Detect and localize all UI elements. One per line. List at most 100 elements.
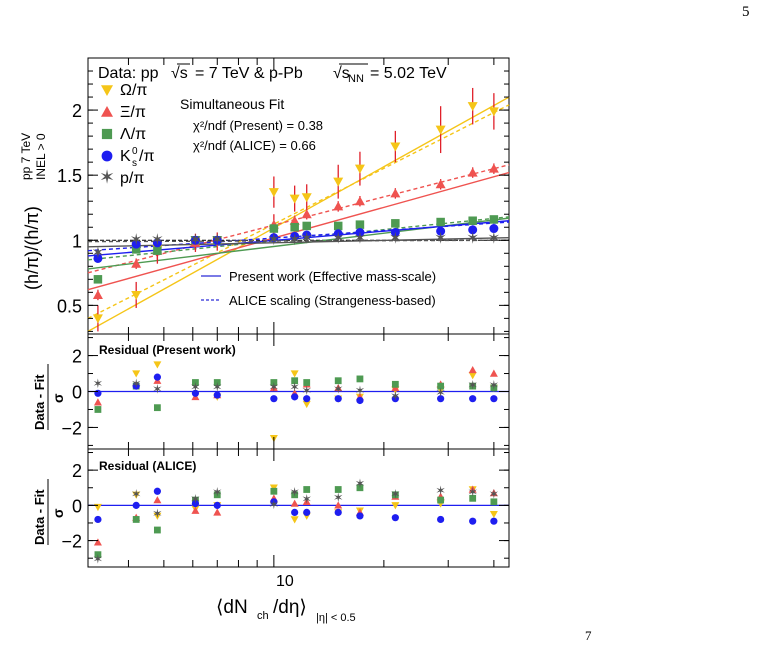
legend-marker: [101, 85, 113, 96]
residual-point: [302, 497, 311, 506]
residual-point: [469, 494, 477, 502]
legend-label: Ω/π: [120, 82, 147, 99]
legend-label-sup: 0: [132, 146, 138, 157]
header-sqrt-pp: √s: [171, 65, 188, 82]
residual-point: [191, 499, 200, 508]
data-point: [488, 163, 499, 173]
data-point: [390, 142, 401, 152]
residual-point: [490, 395, 498, 403]
residual-point: [303, 395, 311, 403]
data-point: [467, 167, 478, 177]
data-point: [333, 229, 343, 239]
data-point: [269, 233, 279, 243]
data-point: [435, 125, 446, 135]
data-point: [269, 224, 279, 233]
residual-point: [153, 361, 162, 369]
residual-point: ✶: [289, 485, 300, 500]
residual-point: [334, 486, 342, 493]
legend-present-label: Present work (Effective mass-scale): [229, 269, 436, 284]
data-point: [93, 275, 103, 284]
residual-point: ✶: [467, 378, 478, 393]
residual-point: [437, 496, 445, 504]
data-point: ✶: [487, 230, 500, 247]
residual-point: ✶: [269, 497, 280, 512]
legend-label: p/π: [120, 170, 144, 187]
page-footer-fragment: 7: [585, 628, 592, 643]
data-point: ✶: [434, 230, 447, 247]
residual-point: [153, 496, 162, 504]
y-axis-label-main: (h/π)/(h/π) pp 7 TeV INEL > 0: [19, 133, 48, 290]
residual-point: [391, 395, 399, 403]
residual-point: [334, 508, 342, 517]
y-axis-label-residual-present: Data - Fit σ: [32, 364, 66, 430]
residual-point: ✶: [333, 490, 344, 505]
data-point: [289, 194, 300, 204]
data-point: ✶: [91, 245, 104, 262]
residual-alice-title: Residual (ALICE): [99, 459, 196, 473]
header-ppb-energy: = 5.02 TeV: [370, 65, 447, 82]
residual-point: [153, 404, 161, 412]
residual-point: ✶: [355, 383, 366, 398]
residual-point: [468, 485, 477, 493]
y-tick-label: 2: [72, 461, 82, 481]
residual-point: [356, 512, 364, 520]
legend-marker: ✶: [99, 167, 115, 188]
data-point: [152, 238, 162, 248]
svg-text:⟨dN: ⟨dN: [216, 597, 248, 618]
data-point: [354, 164, 365, 174]
x-axis-label: ⟨dN ch /dη⟩ |η| < 0.5: [216, 597, 356, 624]
residual-point: [468, 365, 477, 374]
residual-point: [291, 377, 299, 385]
y-tick-label: 2: [72, 101, 82, 121]
legend-label-sub: s: [132, 158, 137, 169]
legend-label-tail: /π: [139, 148, 154, 165]
data-point: [354, 196, 365, 206]
legend-label: K: [120, 148, 131, 165]
residual-point: [391, 380, 399, 388]
data-point: [131, 239, 141, 249]
residual-point: [270, 498, 278, 506]
svg-text:σ: σ: [50, 508, 66, 518]
data-point: [333, 221, 343, 231]
residual-point: [437, 382, 445, 390]
legend-marker: [101, 106, 113, 117]
legend-marker: [101, 128, 113, 140]
residual-point: [213, 508, 222, 516]
data-point: ✶: [189, 232, 202, 249]
data-point: ✶: [288, 232, 301, 249]
legend-alice-label: ALICE scaling (Strangeness-based): [229, 293, 436, 308]
residual-point: [437, 395, 445, 403]
residual-point: ✶: [212, 485, 223, 500]
residual-point: ✶: [333, 381, 344, 396]
data-point: [92, 314, 103, 324]
data-point: [436, 226, 446, 236]
residual-point: [334, 395, 342, 403]
residual-point: [291, 393, 299, 401]
data-point: ✶: [129, 232, 142, 249]
residual-point: [469, 517, 477, 525]
residual-point: ✶: [301, 383, 312, 398]
residual-point: [303, 508, 311, 517]
residual-point: ✶: [152, 381, 163, 396]
data-point: ✶: [466, 230, 479, 247]
residual-point: [213, 379, 221, 386]
residual-point: [94, 515, 102, 524]
residual-point: [334, 377, 342, 385]
residual-point: ✶: [190, 380, 201, 395]
residual-point: [303, 486, 311, 493]
residual-point: [270, 395, 278, 403]
residual-point: ✶: [435, 385, 446, 400]
residual-point: [291, 491, 299, 499]
residual-present-plot-area: ✶ ✶ ✶ ✶ ✶ ✶ ✶ ✶ ✶ ✶ ✶ ✶ ✶ ✶: [88, 361, 509, 443]
fit-line-1: [87, 104, 510, 320]
residual-point: [489, 369, 498, 377]
residual-point: ✶: [301, 492, 312, 507]
residual-point: ✶: [131, 376, 142, 391]
y-tick-label: −2: [61, 532, 82, 552]
residual-point: ✶: [355, 476, 366, 491]
data-point: [489, 224, 499, 234]
data-point: [92, 289, 103, 299]
data-point: [153, 246, 162, 255]
data-point: [436, 217, 445, 227]
